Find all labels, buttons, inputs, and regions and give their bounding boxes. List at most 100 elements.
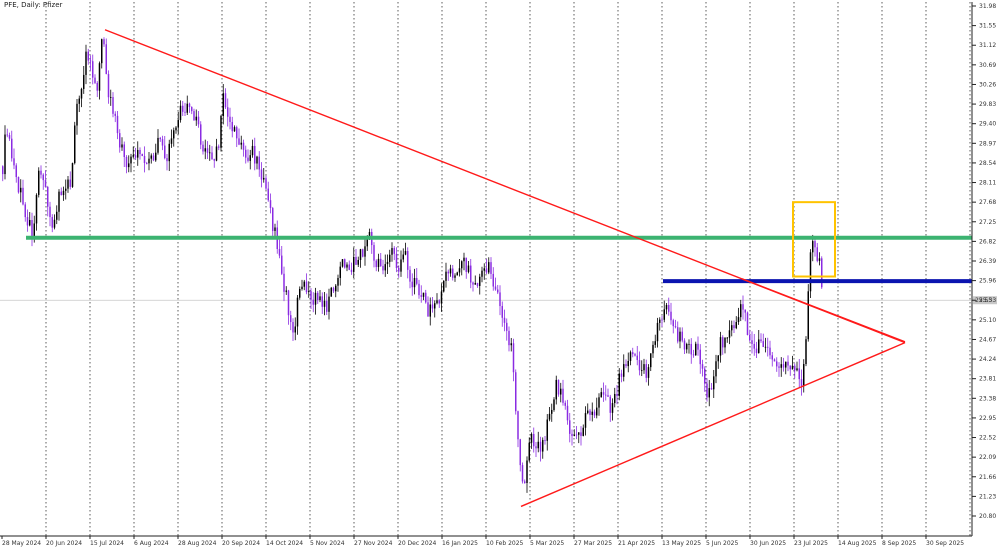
bearish-candle (821, 258, 823, 288)
bearish-candle (197, 116, 200, 125)
bullish-candle (429, 304, 431, 317)
bullish-candle (391, 248, 393, 255)
bearish-candle (238, 138, 240, 145)
bullish-candle (314, 292, 317, 305)
bearish-candle (395, 253, 398, 268)
bearish-candle (416, 277, 418, 284)
bullish-candle (713, 376, 715, 390)
bearish-candle (103, 39, 105, 45)
bearish-candle (213, 159, 215, 161)
bullish-candle (179, 105, 182, 121)
x-tick-label: 20 Jun 2024 (46, 540, 82, 547)
bearish-candle (701, 364, 704, 369)
bullish-candle (53, 219, 56, 228)
bullish-candle (220, 115, 222, 148)
bearish-candle (305, 281, 308, 293)
bearish-candle (348, 264, 350, 270)
bearish-candle (760, 339, 762, 342)
bearish-candle (290, 315, 292, 323)
bullish-candle (67, 179, 69, 189)
bullish-candle (346, 264, 348, 268)
bearish-candle (492, 273, 494, 287)
bullish-candle (474, 283, 476, 285)
y-tick-label: 28.97 (979, 140, 996, 147)
bullish-candle (249, 155, 251, 161)
bullish-candle (384, 264, 386, 271)
bullish-candle (551, 409, 553, 414)
bullish-candle (335, 285, 337, 292)
y-tick-label: 25.10 (979, 317, 996, 324)
bearish-candle (265, 177, 267, 189)
x-tick-label: 5 Mar 2025 (530, 540, 564, 547)
bearish-candle (697, 343, 699, 350)
bullish-candle (627, 360, 629, 367)
bearish-candle (470, 265, 472, 283)
bearish-candle (134, 155, 137, 158)
bearish-candle (269, 200, 272, 209)
bearish-candle (794, 365, 796, 371)
y-tick-label: 30.69 (979, 62, 996, 69)
bullish-candle (805, 339, 807, 365)
bullish-candle (641, 370, 643, 372)
bearish-candle (13, 158, 15, 166)
bearish-candle (710, 388, 713, 390)
y-tick-label: 21.66 (979, 474, 996, 481)
bearish-candle (706, 383, 708, 398)
bullish-candle (434, 303, 436, 309)
bearish-candle (789, 365, 791, 370)
bearish-candle (143, 155, 146, 164)
bullish-candle (818, 258, 821, 261)
bullish-candle (737, 317, 740, 322)
bearish-candle (326, 300, 328, 312)
current-price-label: 25.53 (975, 297, 992, 304)
bearish-candle (15, 165, 17, 178)
bearish-candle (683, 340, 686, 350)
bearish-candle (49, 206, 51, 218)
bearish-candle (593, 411, 596, 416)
bullish-candle (598, 397, 600, 408)
x-tick-label: 30 Sep 2025 (926, 540, 964, 547)
bullish-candle (296, 297, 299, 327)
y-tick-label: 24.67 (979, 336, 996, 343)
bearish-candle (260, 169, 263, 180)
bearish-candle (182, 105, 184, 112)
bullish-candle (623, 364, 625, 377)
y-tick-label: 28.11 (979, 180, 996, 187)
bullish-candle (20, 187, 22, 193)
bearish-candle (746, 312, 749, 336)
bullish-candle (688, 343, 690, 345)
bearish-candle (733, 325, 735, 329)
bullish-candle (56, 211, 58, 220)
bullish-candle (364, 246, 366, 257)
bearish-candle (636, 355, 638, 361)
y-tick-label: 27.68 (979, 199, 996, 206)
bearish-candle (564, 402, 566, 406)
bearish-candle (247, 157, 249, 161)
bullish-candle (560, 388, 562, 395)
bullish-candle (353, 257, 355, 272)
bullish-candle (98, 63, 101, 91)
x-tick-label: 5 Jun 2025 (706, 540, 738, 547)
bullish-candle (584, 413, 587, 428)
bearish-candle (231, 121, 233, 132)
bearish-candle (393, 248, 395, 254)
bullish-candle (328, 296, 330, 312)
breakout-highlight-box (792, 201, 836, 278)
bearish-candle (310, 291, 312, 300)
bearish-candle (787, 361, 789, 366)
bearish-candle (814, 241, 816, 248)
bearish-candle (418, 283, 420, 296)
bullish-candle (758, 339, 760, 354)
x-tick-label: 8 Sep 2025 (882, 540, 916, 547)
bullish-candle (215, 146, 218, 161)
bullish-candle (807, 291, 809, 340)
bearish-candle (242, 142, 245, 150)
x-tick-label: 30 Jun 2025 (750, 540, 786, 547)
y-tick-label: 30.26 (979, 81, 996, 88)
bullish-candle (728, 330, 731, 338)
bullish-candle (240, 142, 242, 145)
bullish-candle (301, 286, 303, 289)
bullish-candle (413, 277, 416, 288)
bearish-candle (681, 331, 683, 341)
bearish-candle (544, 439, 546, 441)
